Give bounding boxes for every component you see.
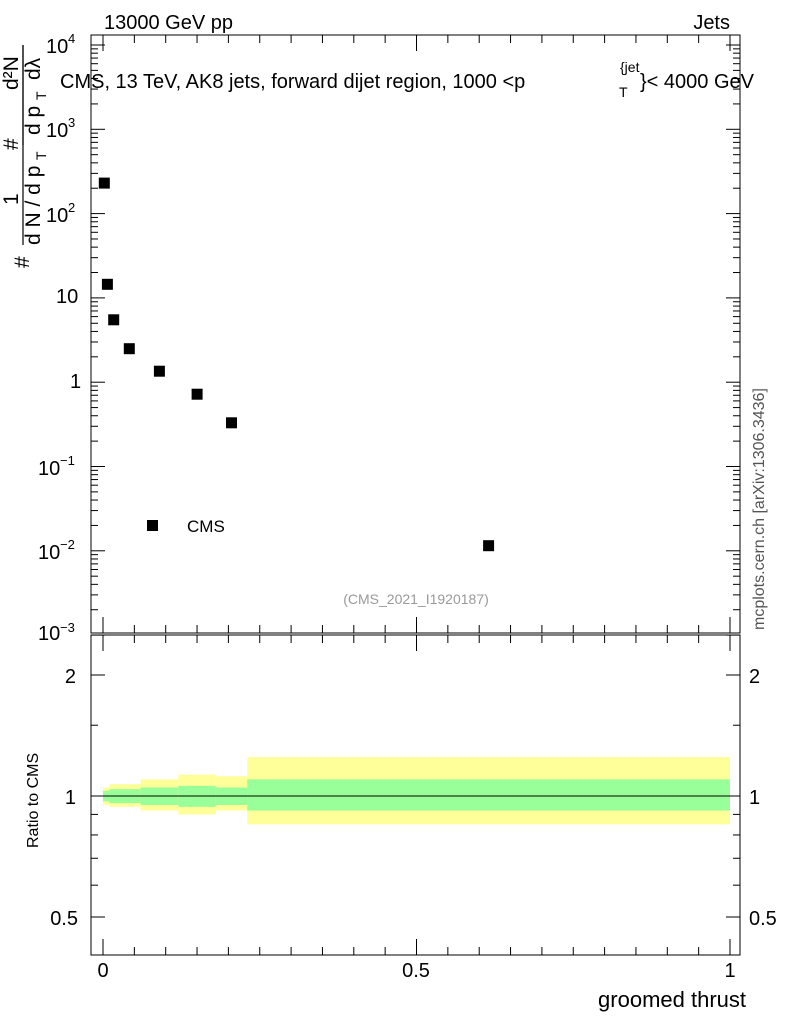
- data-point: [108, 314, 120, 326]
- y-tick-1em1: 10: [38, 458, 60, 480]
- ratio-y-axis-label: Ratio to CMS: [25, 753, 42, 848]
- ratio-y-tick-0.5: 0.5: [50, 908, 78, 930]
- ylabel-T-sub-2: T: [33, 91, 49, 100]
- y-tick-1em1-exp: −1: [60, 453, 75, 468]
- ratio-y-tick-2: 2: [65, 666, 76, 688]
- main-y-axis-label: # 1 d N / d p T # d p T dλ d²N: [0, 45, 49, 268]
- data-point: [98, 177, 110, 189]
- ratio-y-tick-right-2: 2: [749, 666, 760, 688]
- legend-label: CMS: [187, 517, 225, 536]
- header-right: Jets: [693, 12, 730, 34]
- data-point: [191, 388, 203, 400]
- y-tick-1e3: 10: [46, 120, 68, 142]
- x-tick-1: 1: [724, 960, 735, 982]
- ylabel-d2N: d²N: [0, 56, 23, 90]
- main-plot-frame: [90, 34, 741, 634]
- x-tick-0: 0: [97, 960, 108, 982]
- ylabel-dlambda: dλ: [22, 57, 45, 80]
- data-point: [101, 278, 113, 290]
- data-point: [226, 417, 237, 429]
- legend-marker: [147, 520, 158, 531]
- y-tick-1e0: 1: [70, 371, 81, 393]
- ylabel-hash-left: #: [11, 256, 34, 268]
- y-tick-1e1: 10: [56, 286, 78, 308]
- ylabel-T-sub-1: T: [33, 151, 49, 160]
- ratio-y-tick-right-0.5: 0.5: [749, 908, 777, 930]
- ratio-plot-frame: [90, 634, 741, 956]
- ylabel-dpT: d p: [22, 106, 45, 135]
- data-point: [483, 540, 495, 552]
- y-tick-1em3: 10: [38, 623, 60, 645]
- ratio-axis-ticks: [91, 635, 740, 955]
- ylabel-numerator-one: 1: [0, 193, 23, 205]
- ratio-y-tick-right-1: 1: [749, 787, 760, 809]
- plot-title-tail: }< 4000 GeV: [640, 71, 755, 93]
- plot-title: CMS, 13 TeV, AK8 jets, forward dijet reg…: [60, 71, 525, 93]
- ylabel-hash-mid: #: [0, 138, 23, 150]
- side-label: mcplots.cern.ch [arXiv:1306.3436]: [751, 388, 768, 630]
- x-axis-label: groomed thrust: [598, 987, 746, 1012]
- ratio-inner-band: [247, 779, 730, 811]
- y-tick-1e2-exp: 2: [68, 200, 75, 215]
- plot-title-sup: {jet: [620, 59, 640, 75]
- y-tick-1em2: 10: [38, 542, 60, 564]
- y-tick-1e3-exp: 3: [68, 115, 75, 130]
- ylabel-dN-dpT: d N / d p: [22, 166, 45, 245]
- ratio-y-tick-1: 1: [65, 787, 76, 809]
- y-tick-1e4-exp: 4: [68, 31, 75, 46]
- main-y-tick-labels: 10 4 10 3 10 2 10 1 10 −1 10 −2 10 −3: [38, 31, 81, 645]
- main-data-points: [98, 177, 495, 552]
- plot-title-sub: T: [619, 84, 628, 100]
- ratio-uncertainty-bands: [103, 757, 730, 825]
- main-axis-ticks: [91, 35, 740, 636]
- x-tick-0.5: 0.5: [402, 960, 430, 982]
- y-tick-1e4: 10: [46, 36, 68, 58]
- data-point: [123, 343, 135, 355]
- y-tick-1e2: 10: [46, 205, 68, 227]
- header-left: 13000 GeV pp: [104, 12, 233, 34]
- analysis-watermark: (CMS_2021_I1920187): [343, 591, 489, 607]
- y-tick-1em2-exp: −2: [60, 537, 75, 552]
- y-tick-1em3-exp: −3: [60, 620, 75, 635]
- data-point: [153, 365, 165, 377]
